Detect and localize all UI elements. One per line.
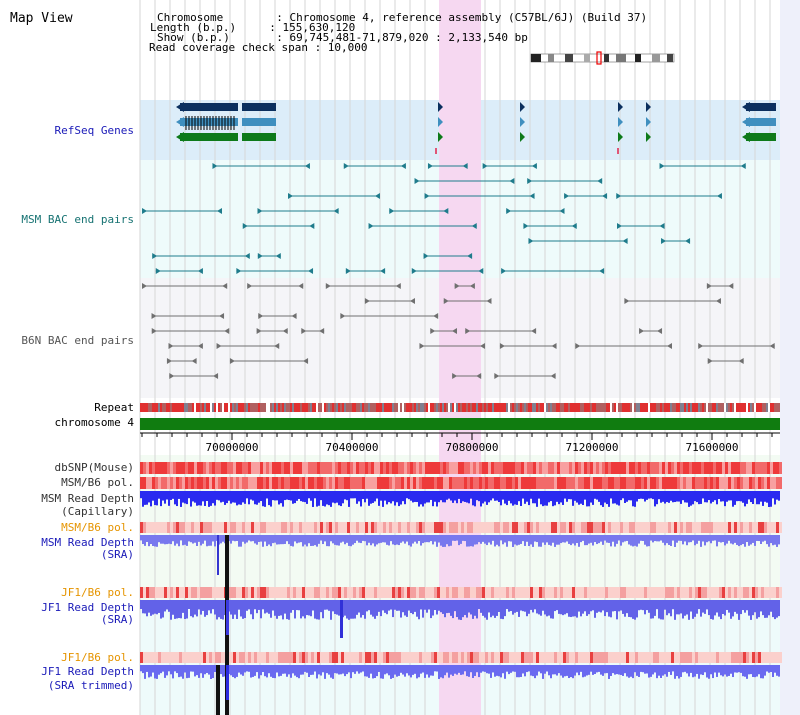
label-chromosome: chromosome 4 [55, 416, 135, 429]
position-axis: 70000000 70400000 70800000 71200000 71600000 [140, 432, 780, 454]
axis-tick-label: 70000000 [206, 441, 259, 454]
info-length: Length (b.p.) : 155,630,120 [150, 21, 355, 34]
chromosome-info: Chromosome : Chromosome 4, reference ass… [149, 11, 647, 54]
label-msm-b6-pol-2: MSM/B6 pol. [61, 521, 134, 534]
label-jf1-depth-trimmed-sub: (SRA trimmed) [48, 679, 134, 692]
read-depth-tracks[interactable] [140, 491, 780, 715]
info-chromosome: Chromosome : Chromosome 4, reference ass… [157, 11, 647, 24]
axis-tick-label: 71200000 [566, 441, 619, 454]
label-jf1-depth-sra-sub: (SRA) [101, 613, 134, 626]
label-jf1-b6-pol-1: JF1/B6 pol. [61, 586, 134, 599]
label-jf1-depth-sra: JF1 Read Depth [41, 601, 134, 614]
msm-bac-end-pairs-track[interactable] [142, 163, 746, 274]
label-msm-depth-capillary: MSM Read Depth [41, 492, 134, 505]
axis-tick-label: 70400000 [326, 441, 379, 454]
label-b6n-bac: B6N BAC end pairs [21, 334, 134, 347]
right-margin [780, 0, 800, 715]
refseq-genes-track[interactable] [176, 102, 776, 154]
axis-tick-label: 71600000 [686, 441, 739, 454]
track-labels: RefSeq Genes MSM BAC end pairs B6N BAC e… [21, 124, 134, 692]
repeat-track[interactable] [140, 403, 780, 412]
ideogram-position-marker [596, 51, 602, 65]
label-msm-depth-sra: MSM Read Depth [41, 536, 134, 549]
chromosome-ideogram[interactable] [530, 51, 675, 65]
axis-tick-label: 70800000 [446, 441, 499, 454]
label-repeat: Repeat [94, 401, 134, 414]
variant-heat-tracks[interactable] [140, 462, 782, 663]
label-refseq-genes: RefSeq Genes [55, 124, 134, 137]
label-msm-b6-pol-1: MSM/B6 pol. [61, 476, 134, 489]
label-jf1-b6-pol-2: JF1/B6 pol. [61, 651, 134, 664]
label-msm-depth-capillary-sub: (Capillary) [61, 505, 134, 518]
label-dbsnp: dbSNP(Mouse) [55, 461, 134, 474]
chromosome-bar [140, 418, 780, 430]
info-coverage-span: Read coverage check span : 10,000 [149, 41, 368, 54]
label-jf1-depth-trimmed: JF1 Read Depth [41, 665, 134, 678]
b6n-bac-end-pairs-track[interactable] [142, 283, 775, 379]
label-msm-depth-sra-sub: (SRA) [101, 548, 134, 561]
label-msm-bac: MSM BAC end pairs [21, 213, 134, 226]
info-show: Show (b.p.) : 69,745,481-71,879,020 : 2,… [157, 31, 528, 44]
page-title: Map View [10, 11, 73, 26]
